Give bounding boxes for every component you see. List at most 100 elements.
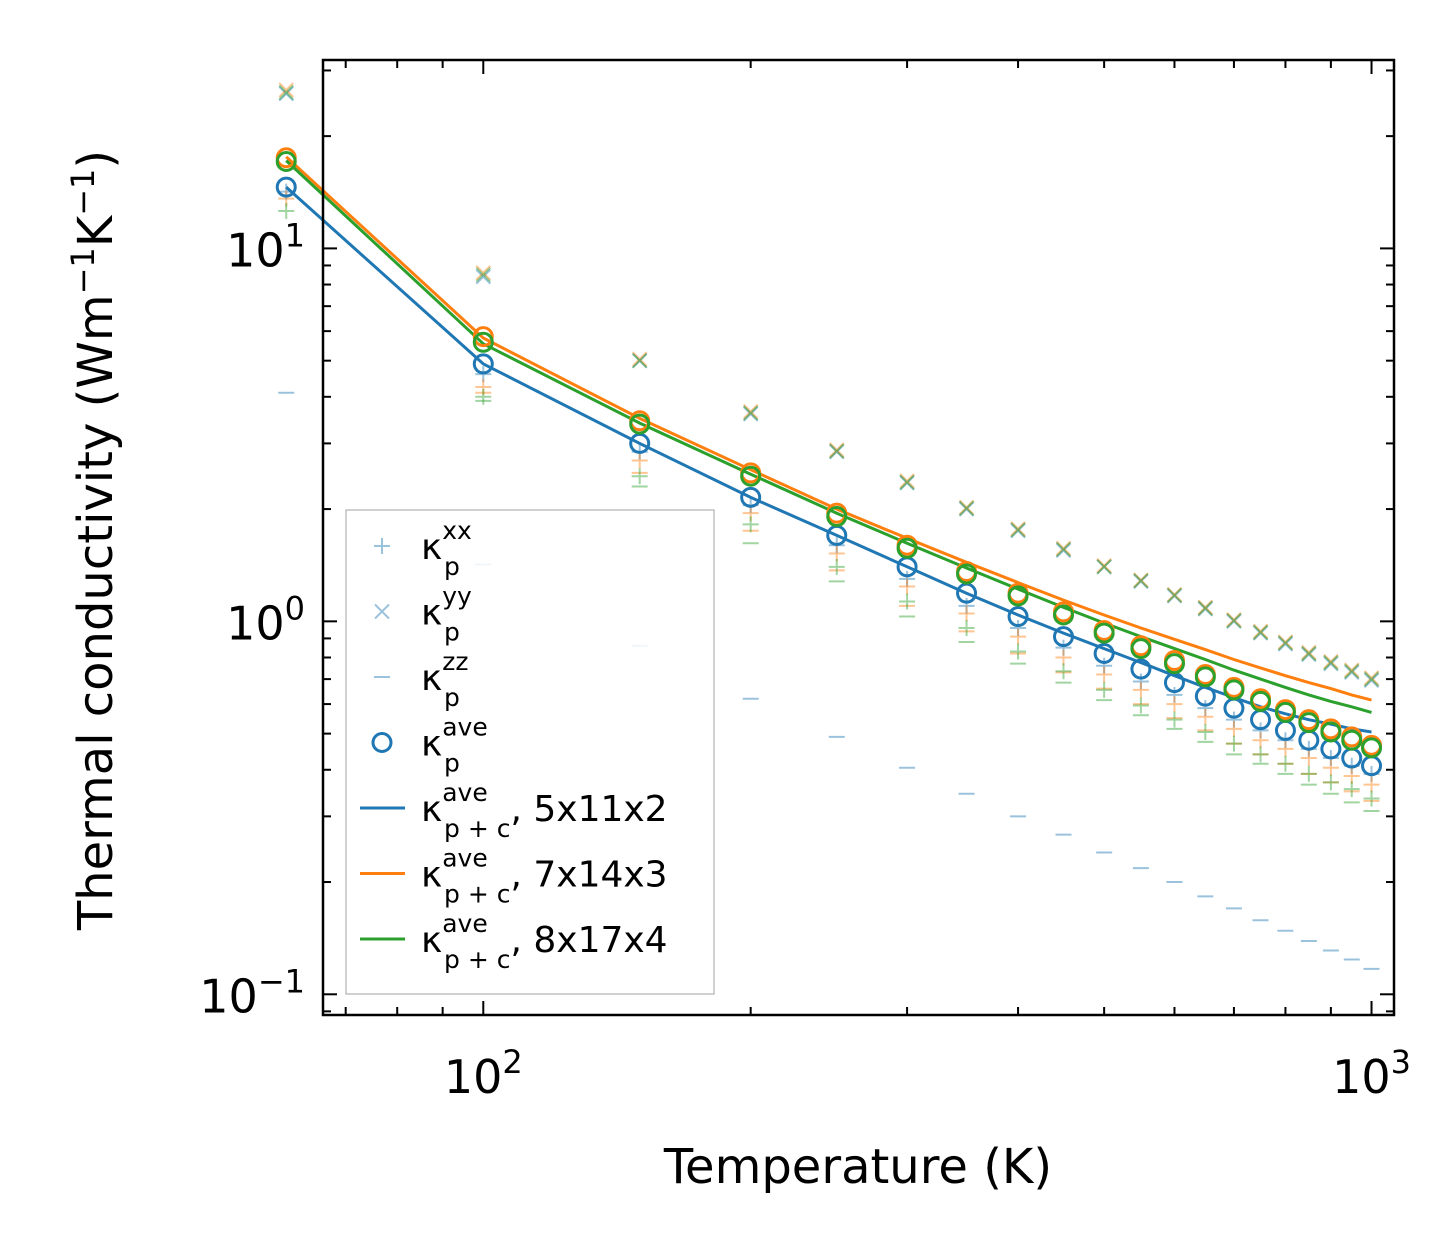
point--p-yy-7x14x3-15 <box>1277 634 1294 650</box>
point--p-xx-5x11x2-12 <box>1197 700 1214 717</box>
point--p-xx-5x11x2-10 <box>1132 673 1149 690</box>
point--p-yy-7x14x3-1 <box>475 265 491 281</box>
y-tick-label-1-exp: 0 <box>285 589 305 627</box>
y-title-main: Thermal conductivity (Wm <box>68 294 124 931</box>
point--p-yy-5x11x2-6 <box>958 501 975 517</box>
legend-entry-4-part-2: p + c <box>444 814 510 843</box>
point--p-yy-7x14x3-17 <box>1323 653 1339 670</box>
point--p-yy-5x11x2-5 <box>899 475 915 491</box>
legend-entry-5-part-2: p + c <box>444 880 510 909</box>
legend-entry-1-part-0: κ <box>421 593 442 634</box>
point--p-yy-8x17x4-0 <box>278 84 294 101</box>
legend-entry-3-marker <box>371 732 393 753</box>
point--p-xx-7x14x3-11 <box>1166 696 1183 713</box>
series-line--p-c-ave-8x17x4 <box>285 159 1372 714</box>
point--p-xx-8x17x4-18 <box>1343 781 1360 798</box>
point--p-ave-8x17x4-10 <box>1130 638 1152 660</box>
point--p-yy-7x14x3-12 <box>1197 599 1214 616</box>
point--p-xx-7x14x3-4 <box>828 545 845 562</box>
point--p-ave-5x11x2-8 <box>1052 626 1074 648</box>
point--p-ave-5x11x2-0 <box>275 176 297 198</box>
legend-entry-1-part-1: yy <box>442 582 472 611</box>
point--p-xx-8x17x4-15 <box>1277 755 1294 772</box>
legend-entry-4-label: κave p + c, 5x11x2 <box>421 778 668 843</box>
point--p-xx-7x14x3-7 <box>1010 628 1027 645</box>
point--p-yy-5x11x2-12 <box>1197 601 1214 617</box>
point--p-xx-7x14x3-2 <box>631 452 648 469</box>
point--p-yy-5x11x2-14 <box>1252 625 1269 641</box>
y-tick-label-1-base: 10 <box>226 596 285 650</box>
legend-entry-5-part-3: , 7x14x3 <box>510 855 667 896</box>
legend-entry-5-part-1: ave <box>442 844 488 873</box>
x-tick-label-1000: 103 <box>1332 1043 1411 1104</box>
point--p-yy-5x11x2-11 <box>1166 588 1183 604</box>
point--p-xx-7x14x3-10 <box>1132 681 1149 698</box>
point--p-ave-8x17x4-16 <box>1298 712 1320 734</box>
legend-entry-6-part-3: , 8x17x4 <box>510 920 667 961</box>
point--p-yy-8x17x4-2 <box>631 352 648 369</box>
point--p-xx-5x11x2-7 <box>1010 619 1027 636</box>
point--p-yy-8x17x4-3 <box>742 405 759 421</box>
point--p-yy-5x11x2-18 <box>1344 664 1360 681</box>
point--p-xx-8x17x4-6 <box>958 619 975 636</box>
y-tick-label-0p1: 10−1 <box>199 962 305 1023</box>
y-title-exp1: −1 <box>64 247 102 294</box>
point--p-yy-5x11x2-10 <box>1133 573 1149 590</box>
point--p-ave-8x17x4-5 <box>896 537 918 559</box>
x-tick-label-1000-exp: 3 <box>1391 1043 1411 1081</box>
point--p-ave-8x17x4-17 <box>1320 721 1342 743</box>
legend-entry-4-part-1: ave <box>442 778 488 807</box>
point--p-yy-7x14x3-6 <box>958 499 975 516</box>
point--p-yy-5x11x2-16 <box>1301 646 1317 663</box>
point--p-yy-5x11x2-4 <box>829 444 845 460</box>
point--p-yy-8x17x4-17 <box>1323 654 1339 671</box>
legend-entry-3-part-2: p <box>444 749 460 778</box>
point--p-xx-8x17x4-7 <box>1010 643 1027 660</box>
point--p-ave-8x17x4-18 <box>1341 729 1363 751</box>
point--p-xx-5x11x2-14 <box>1252 722 1269 739</box>
point--p-xx-7x14x3-0 <box>278 190 295 207</box>
point--p-yy-7x14x3-0 <box>278 82 294 98</box>
legend-entry-3-label: κave p <box>421 713 488 778</box>
y-title-close: ) <box>68 150 124 169</box>
point--p-xx-8x17x4-3 <box>742 516 759 533</box>
y-tick-label-10-exp: 1 <box>285 216 305 254</box>
legend-box <box>345 509 715 995</box>
series-layer <box>275 82 1383 970</box>
point--p-ave-8x17x4-0 <box>275 150 297 172</box>
point--p-ave-8x17x4-14 <box>1250 690 1272 712</box>
point--p-ave-5x11x2-10 <box>1130 658 1152 680</box>
point--p-xx-7x14x3-19 <box>1363 776 1380 793</box>
point--p-ave-8x17x4-7 <box>1007 585 1029 607</box>
point--p-xx-8x17x4-12 <box>1197 724 1214 741</box>
point--p-xx-8x17x4-5 <box>899 593 916 610</box>
y-tick-label-10-base: 10 <box>226 223 285 277</box>
point--p-yy-8x17x4-19 <box>1363 671 1380 687</box>
point--p-ave-8x17x4-2 <box>629 413 651 435</box>
point--p-yy-7x14x3-3 <box>742 403 759 420</box>
point--p-xx-5x11x2-8 <box>1055 639 1072 656</box>
point--p-yy-5x11x2-2 <box>631 352 648 369</box>
point--p-yy-8x17x4-10 <box>1133 573 1149 589</box>
point--p-xx-8x17x4-10 <box>1132 697 1149 714</box>
ticks-layer <box>323 60 1394 1015</box>
point--p-xx-8x17x4-8 <box>1055 663 1072 680</box>
point--p-yy-5x11x2-13 <box>1226 613 1242 630</box>
point--p-ave-5x11x2-3 <box>740 486 762 508</box>
point--p-xx-7x14x3-15 <box>1277 740 1294 757</box>
point--p-yy-7x14x3-8 <box>1055 540 1072 556</box>
point--p-yy-7x14x3-16 <box>1301 644 1317 661</box>
point--p-yy-8x17x4-6 <box>958 500 975 516</box>
legend-entry-2-part-0: κ <box>421 658 442 699</box>
point--p-yy-5x11x2-8 <box>1055 542 1072 559</box>
legend-entry-6-part-2: p + c <box>444 945 510 974</box>
point--p-ave-5x11x2-9 <box>1093 642 1115 664</box>
point--p-yy-7x14x3-13 <box>1226 612 1242 628</box>
point--p-xx-7x14x3-5 <box>899 578 916 595</box>
legend-entry-1-part-2: p <box>444 618 460 647</box>
point--p-yy-5x11x2-0 <box>278 85 294 102</box>
x-tick-label-100: 102 <box>444 1043 523 1104</box>
